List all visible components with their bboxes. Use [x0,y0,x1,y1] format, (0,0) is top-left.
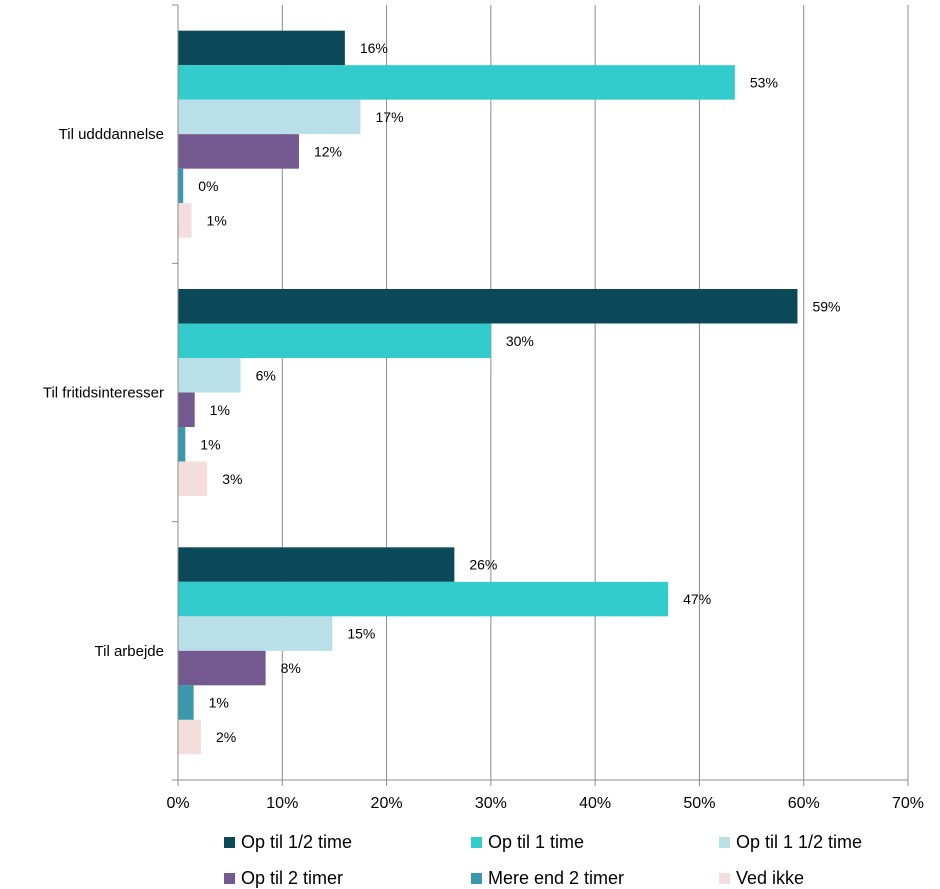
data-label: 0% [198,178,218,194]
legend-item: Op til 2 timer [224,867,343,889]
x-tick-label: 70% [892,795,924,812]
bar [178,323,491,358]
bar [178,392,195,427]
x-tick-label: 20% [371,795,403,812]
legend-item: Op til 1/2 time [224,831,352,853]
data-label: 12% [314,143,342,159]
bar [178,461,208,496]
legend-label: Op til 2 timer [241,867,344,888]
data-label: 8% [281,660,301,676]
data-label: 3% [222,471,242,487]
bar [178,547,455,582]
legend-swatch [471,872,482,884]
data-label: 1% [207,212,227,228]
bar [178,427,186,462]
data-label: 1% [209,695,229,711]
x-tick-label: 10% [266,795,298,812]
bar [178,358,241,393]
bar [178,581,669,617]
data-label: 30% [506,333,534,349]
bar [178,65,735,100]
bar [178,616,333,651]
legend-label: Mere end 2 timer [488,867,625,888]
category-label: Til udddannelse [59,126,164,143]
bar [178,289,798,324]
x-tick-label: 40% [579,795,611,812]
legend-swatch [224,836,235,848]
data-label: 6% [256,367,276,383]
bar [178,134,299,169]
category-label: Til arbejde [95,643,164,660]
bar [178,99,361,135]
data-label: 59% [812,298,840,314]
legend-swatch [471,836,482,848]
legend-label: Ved ikke [736,867,805,888]
bar [178,168,184,204]
legend-label: Op til 1 1/2 time [736,831,863,852]
bar [178,30,345,66]
x-tick-label: 50% [683,795,715,812]
data-label: 47% [683,591,711,607]
category-label: Til fritidsinteresser [43,385,164,402]
data-label: 1% [200,436,220,452]
data-label: 2% [216,729,236,745]
legend-swatch [719,836,730,848]
legend-label: Op til 1 time [488,831,585,852]
x-tick-label: 30% [475,795,507,812]
data-labels: 16% 53% 17% 12% 0% 1% 59% 30% 6% 1% 1% 3% 26% 47% 15% 8… [198,40,840,745]
legend-swatch [224,872,235,884]
x-tick-label: 60% [788,795,820,812]
bar [178,203,192,238]
data-label: 26% [469,557,497,573]
axes: 0% 10% 20% 30% 40% 50% 60% 70% Til udddannelse Ti… [43,4,924,812]
legend-label: Op til 1/2 time [241,831,353,852]
legend: Op til 1/2 time Op til 1 time Op til 1 1/2… [0,822,940,889]
data-label: 16% [360,40,388,56]
bar [178,685,194,720]
legend-swatch [719,872,730,884]
data-label: 15% [347,626,375,642]
gridlines [281,5,909,780]
legend-item: Ved ikke [719,867,804,889]
bars [178,30,798,755]
legend-item: Op til 1 time [471,831,584,853]
x-tick-label: 0% [166,795,189,812]
bar-chart-plot: 0% 10% 20% 30% 40% 50% 60% 70% Til udddannelse Ti… [43,4,924,812]
data-label: 1% [210,402,230,418]
bar [178,719,201,755]
legend-item: Mere end 2 timer [471,867,624,889]
data-label: 17% [376,109,404,125]
data-label: 53% [750,74,778,90]
legend-item: Op til 1 1/2 time [719,831,862,853]
bar [178,650,266,686]
